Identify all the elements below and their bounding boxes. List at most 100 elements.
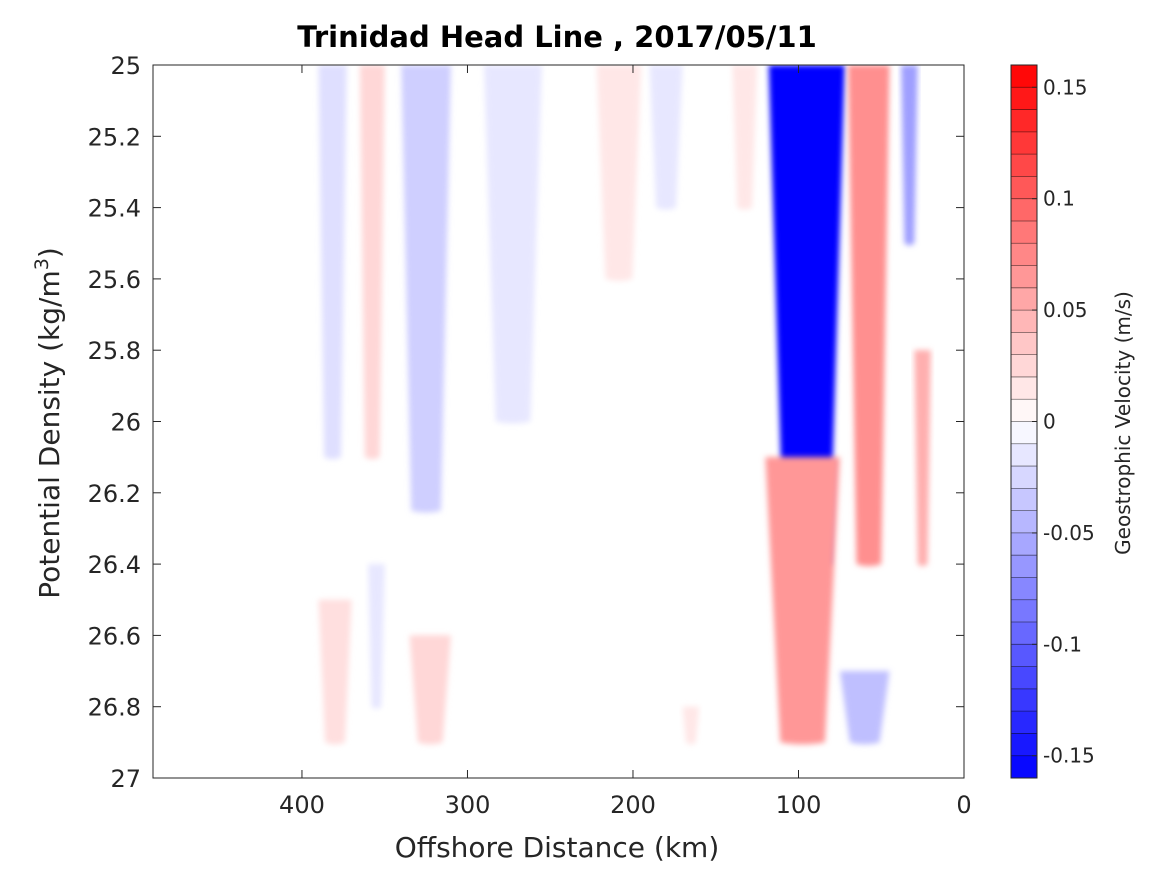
contour-level <box>409 635 451 745</box>
colorbar-segment <box>1011 376 1037 400</box>
contour-level <box>368 564 385 709</box>
colorbar-segment <box>1011 154 1037 177</box>
y-tick-label: 25.6 <box>88 266 141 294</box>
contour-patch <box>901 65 918 246</box>
colorbar-segment <box>1011 310 1037 333</box>
colorbar-segment <box>1011 265 1037 289</box>
colorbar-segment <box>1011 488 1037 511</box>
x-tick-label: 200 <box>610 791 656 819</box>
colorbar-segment <box>1011 421 1037 445</box>
contour-level <box>596 65 642 281</box>
contour-field <box>318 65 931 745</box>
colorbar-segment <box>1011 131 1037 155</box>
y-axis: 25 25.2 25.4 25.6 25.8 26 26.2 26.4 26.6 26.8 27 <box>88 52 964 793</box>
colorbar-segment <box>1011 711 1037 734</box>
contour-patch <box>596 65 642 281</box>
contour-patch <box>914 350 931 567</box>
colorbar-segment <box>1011 243 1037 266</box>
contour-level <box>318 599 352 745</box>
colorbar-segment <box>1011 622 1037 645</box>
contour-level <box>901 65 918 246</box>
y-axis-label-close: ) <box>33 247 66 258</box>
contour-level <box>682 706 700 745</box>
contour-patch <box>484 65 542 424</box>
colorbar-segment <box>1011 399 1037 422</box>
contour-patch <box>649 65 683 210</box>
colorbar-segment <box>1011 87 1037 110</box>
contour-level <box>914 350 931 567</box>
contour-patch <box>368 564 385 709</box>
contour-level <box>359 65 385 460</box>
colorbar-segment <box>1011 466 1037 489</box>
contour-level <box>649 65 683 210</box>
colorbar-segment <box>1011 332 1037 355</box>
y-tick-label: 25.4 <box>88 195 141 223</box>
contour-level <box>318 65 347 460</box>
colorbar-tick-label: -0.15 <box>1043 744 1095 768</box>
colorbar-segment <box>1011 555 1037 578</box>
y-tick-label: 26.6 <box>88 622 141 650</box>
contour-level <box>484 65 542 424</box>
colorbar: 0.15 0.1 0.05 0 -0.05 -0.1 -0.15 <box>1010 64 1095 779</box>
colorbar-tick-label: 0.15 <box>1043 75 1088 99</box>
chart-title: Trinidad Head Line , 2017/05/11 <box>297 20 817 54</box>
colorbar-segment <box>1011 577 1037 601</box>
colorbar-tick-label: -0.1 <box>1043 632 1082 656</box>
colorbar-segment <box>1011 733 1037 757</box>
colorbar-segment <box>1011 532 1037 556</box>
colorbar-segment <box>1011 666 1037 690</box>
y-tick-label: 26.2 <box>88 480 141 508</box>
colorbar-segment <box>1011 65 1037 88</box>
contour-patch <box>839 671 890 745</box>
colorbar-segment <box>1011 109 1037 133</box>
colorbar-segment <box>1011 510 1037 534</box>
x-tick-label: 400 <box>279 791 325 819</box>
x-axis: 400 300 200 100 0 <box>279 65 972 819</box>
contour-level <box>765 457 840 745</box>
contour-patch <box>732 65 758 210</box>
x-tick-label: 300 <box>445 791 491 819</box>
y-tick-label: 26.8 <box>88 694 141 722</box>
colorbar-segment <box>1011 176 1037 199</box>
colorbar-segment <box>1011 755 1037 779</box>
y-axis-label-main: Potential Density (kg/m <box>33 270 66 599</box>
y-tick-label: 26 <box>110 409 141 437</box>
y-tick-label: 26.4 <box>88 551 141 579</box>
contour-patch <box>401 65 451 513</box>
colorbar-segment <box>1011 354 1037 378</box>
colorbar-segment <box>1011 599 1037 623</box>
y-axis-label: Potential Density (kg/m3) <box>31 247 66 599</box>
x-tick-label: 0 <box>956 791 971 819</box>
contour-level <box>768 65 845 567</box>
contour-level <box>401 65 451 513</box>
colorbar-segment <box>1011 198 1037 222</box>
colorbar-label: Geostrophic Velocity (m/s) <box>1111 291 1135 555</box>
x-axis-label: Offshore Distance (km) <box>395 831 720 864</box>
contour-patch <box>359 65 385 460</box>
contour-level <box>839 671 890 745</box>
colorbar-tick-label: 0 <box>1043 410 1056 434</box>
contour-level <box>848 65 890 567</box>
contour-patch <box>765 457 840 745</box>
x-tick-label: 100 <box>776 791 822 819</box>
contour-patch <box>848 65 890 567</box>
contour-patch <box>682 706 700 745</box>
contour-patch <box>318 599 352 745</box>
y-tick-label: 25.8 <box>88 337 141 365</box>
contour-level <box>732 65 758 210</box>
colorbar-tick-label: 0.05 <box>1043 298 1088 322</box>
colorbar-segment <box>1011 220 1037 244</box>
y-tick-label: 25 <box>110 52 141 80</box>
colorbar-segment <box>1011 287 1037 311</box>
colorbar-tick-label: 0.1 <box>1043 187 1075 211</box>
colorbar-segment <box>1011 688 1037 712</box>
contour-patch <box>409 635 451 745</box>
y-tick-label: 25.2 <box>88 123 141 151</box>
contour-patch <box>768 65 845 567</box>
colorbar-segment <box>1011 644 1037 667</box>
colorbar-segment <box>1011 443 1037 467</box>
y-tick-label: 27 <box>110 765 141 793</box>
contour-patch <box>318 65 347 460</box>
colorbar-tick-label: -0.05 <box>1043 521 1095 545</box>
